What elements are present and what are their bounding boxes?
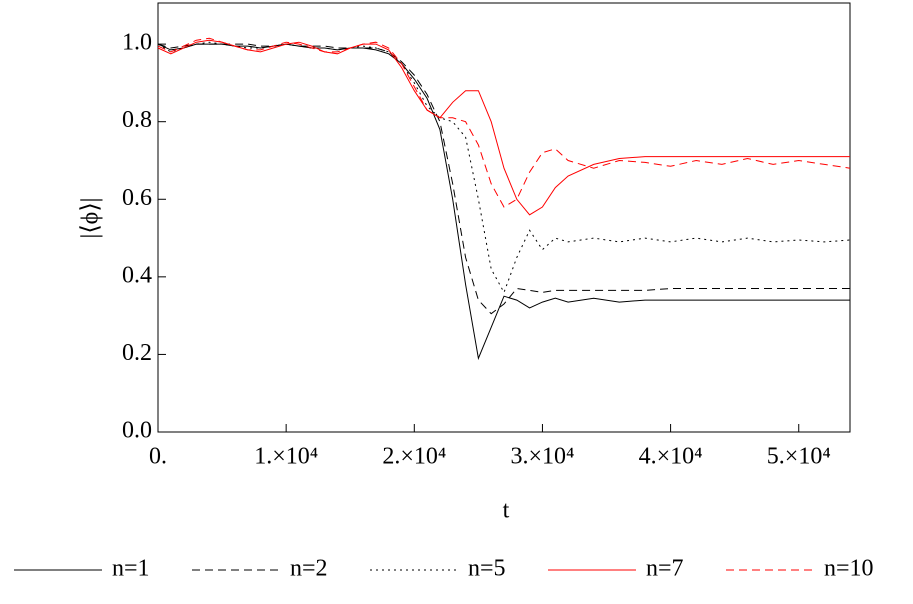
series-line [157,37,851,208]
plot-frame [157,2,851,433]
y-tick-label: 0.6 [122,185,152,211]
y-axis-label: |⟨ϕ⟩| [78,198,104,239]
series-line [157,43,850,361]
series-line [157,39,850,216]
legend-label: n=1 [112,556,150,582]
y-tick-label: 0.4 [122,262,152,288]
legend-label: n=7 [646,556,684,582]
x-tick-label: 1.×10⁴ [254,444,318,470]
x-tick-label: 3.×10⁴ [510,444,574,470]
series-line [157,43,850,315]
y-tick-label: 0.2 [122,340,152,366]
legend-label: n=2 [290,556,328,582]
series-line [157,41,851,294]
x-tick-label: 0. [149,444,167,470]
legend-label: n=5 [468,556,506,582]
x-tick-label: 4.×10⁴ [639,444,703,470]
x-axis-label: t [503,498,510,524]
legend-label: n=10 [824,556,874,582]
x-tick-label: 5.×10⁴ [767,444,831,470]
y-tick-label: 0.0 [122,418,152,444]
y-tick-label: 1.0 [122,30,152,56]
x-tick-label: 2.×10⁴ [382,444,446,470]
y-tick-label: 0.8 [122,107,152,133]
